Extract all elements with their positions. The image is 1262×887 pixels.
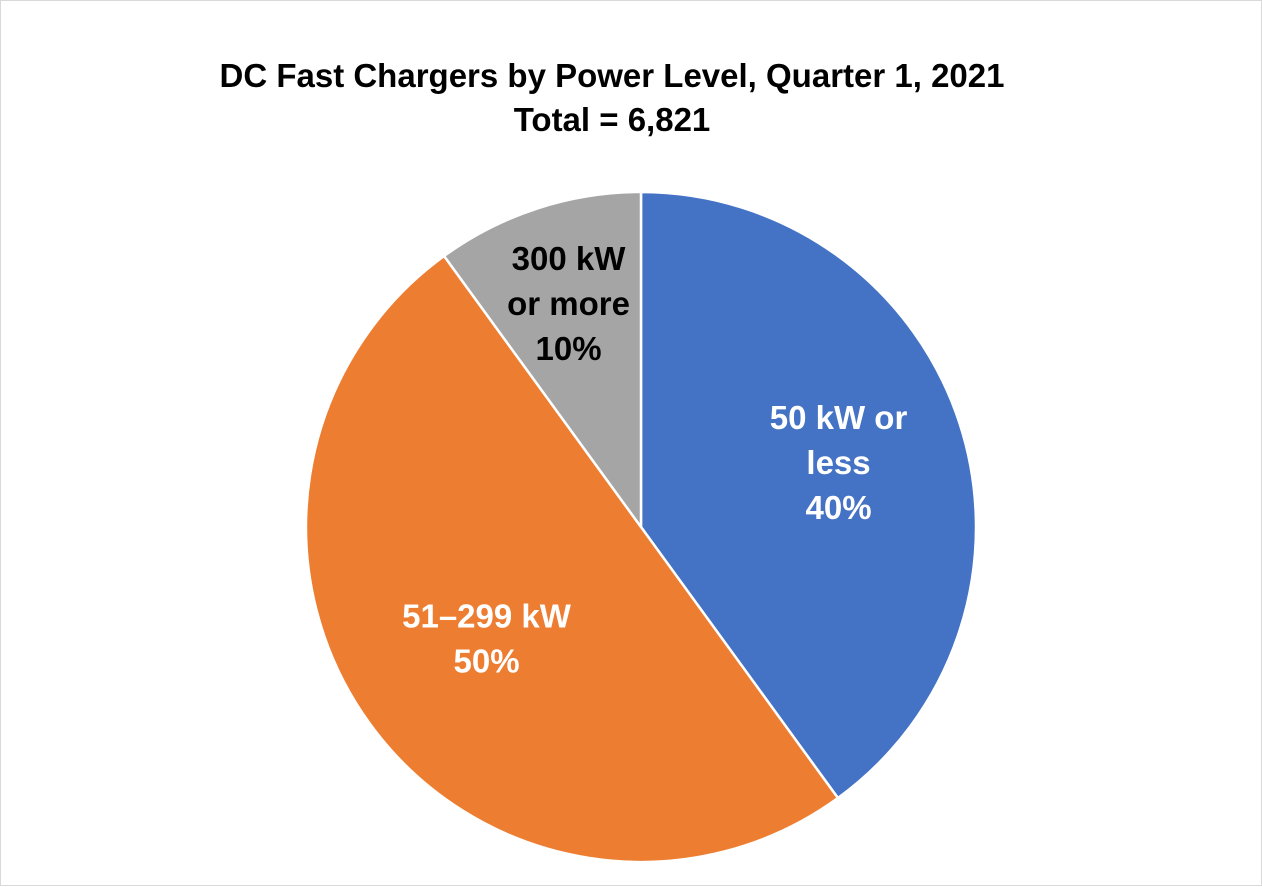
slice-category-label: 300 kW [512,240,627,277]
pie-slice-label-0: 50 kW or less 40% [770,399,908,526]
pie-slice-2 [442,190,643,529]
pie-slice-1 [304,254,840,864]
slice-category-label: or more [507,285,630,322]
slice-category-label: 50 kW or [770,399,908,436]
pie-slices [304,190,978,864]
pie-slice-0 [639,190,978,800]
pie-labels: 50 kW or less 40% 51–299 kW 50% 300 kW or more… [402,240,907,680]
slice-category-label: 51–299 kW [402,598,572,635]
chart-subtitle: Total = 6,821 [513,101,711,138]
chart-title: DC Fast Chargers by Power Level, Quarter… [219,57,1005,94]
slice-category-label: less [806,444,870,481]
pie-slice-label-2: 300 kW or more 10% [507,240,630,367]
slice-percent-label: 40% [806,489,872,526]
pie-slice-label-1: 51–299 kW 50% [402,598,572,680]
slice-percent-label: 10% [536,330,602,367]
slice-percent-label: 50% [453,643,519,680]
